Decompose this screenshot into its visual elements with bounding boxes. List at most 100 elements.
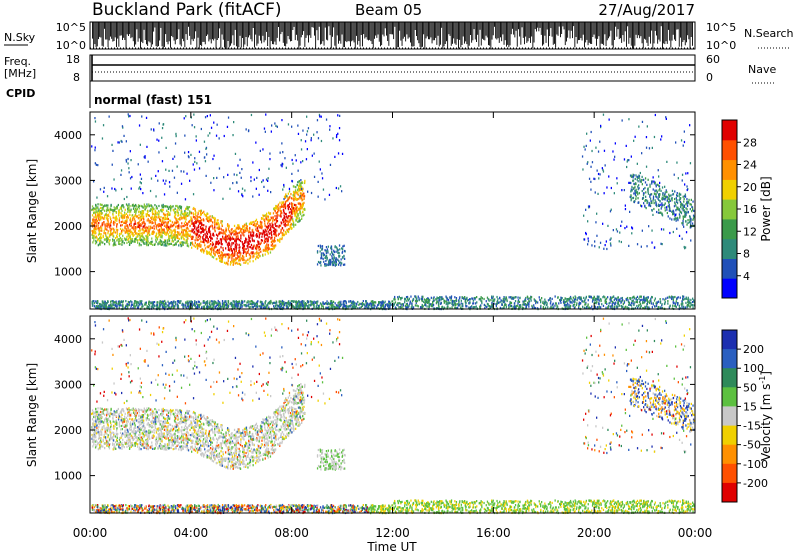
power-cell xyxy=(124,208,126,211)
power-cell xyxy=(671,199,673,202)
power-cell xyxy=(221,300,224,303)
power-cell xyxy=(194,217,196,220)
power-cell xyxy=(243,256,245,259)
power-cell xyxy=(134,214,136,217)
power-cell xyxy=(114,221,116,224)
power-cell xyxy=(197,226,199,229)
power-cell xyxy=(667,205,669,208)
power-cell xyxy=(297,300,300,303)
power-cell xyxy=(240,237,242,240)
power-cell xyxy=(251,247,253,250)
power-cell xyxy=(236,181,238,184)
nsky-bar xyxy=(218,22,219,39)
power-cell xyxy=(161,221,163,224)
power-cell xyxy=(634,135,636,138)
power-cell xyxy=(100,229,102,232)
nsky-bar xyxy=(212,22,213,40)
power-cell xyxy=(681,304,683,307)
power-cell xyxy=(678,194,680,198)
power-cell xyxy=(264,230,266,233)
power-cell xyxy=(135,232,138,235)
power-cell xyxy=(232,300,234,303)
power-cell xyxy=(133,223,135,226)
power-cell xyxy=(583,145,585,148)
power-cell xyxy=(256,227,259,230)
power-cell xyxy=(218,223,220,226)
power-cell xyxy=(576,302,578,305)
power-cell xyxy=(655,183,657,186)
power-cell xyxy=(648,203,650,207)
power-cell xyxy=(272,248,274,251)
power-cell xyxy=(251,221,253,224)
power-cell xyxy=(192,216,195,219)
power-cell xyxy=(327,251,329,254)
power-cell xyxy=(186,224,188,227)
power-cell xyxy=(313,133,315,136)
power-cell xyxy=(162,123,164,126)
power-cell xyxy=(216,226,218,229)
power-cell xyxy=(250,179,252,183)
power-cell xyxy=(661,202,663,205)
power-cell xyxy=(184,151,186,154)
power-cell xyxy=(209,235,211,238)
power-cell xyxy=(144,208,146,211)
power-cell xyxy=(140,235,142,238)
power-cell xyxy=(675,197,677,200)
nsky-bar xyxy=(216,22,218,40)
power-cell xyxy=(98,232,100,235)
power-cell xyxy=(306,130,309,133)
power-cell xyxy=(120,212,122,215)
power-cell xyxy=(623,158,626,161)
nsky-bar xyxy=(297,22,299,41)
nsky-bar xyxy=(640,22,642,37)
power-cell xyxy=(95,163,97,166)
power-cell xyxy=(636,301,639,304)
power-cell xyxy=(140,238,142,241)
power-cell xyxy=(217,234,219,237)
power-cell xyxy=(210,246,213,249)
nsky-bar xyxy=(123,22,125,38)
power-cell xyxy=(182,303,185,306)
power-cell xyxy=(190,216,192,219)
power-cell xyxy=(154,221,156,224)
power-cell xyxy=(246,251,248,254)
power-cell xyxy=(292,185,295,188)
nsky-bar xyxy=(467,22,469,48)
nsky-bar xyxy=(102,22,104,47)
power-cell xyxy=(160,227,162,230)
power-cell xyxy=(188,214,190,217)
power-cell xyxy=(674,215,676,218)
nsky-bar xyxy=(650,22,651,44)
power-cell xyxy=(253,239,255,242)
power-cell xyxy=(203,210,205,213)
power-cell xyxy=(140,204,142,207)
power-cell xyxy=(161,127,164,130)
power-cell xyxy=(232,182,234,185)
power-cell xyxy=(194,245,197,248)
power-cell xyxy=(155,207,157,210)
nsky-bar xyxy=(526,22,528,43)
power-cell xyxy=(134,222,136,225)
nsky-bar xyxy=(407,22,409,39)
power-cell xyxy=(215,233,218,236)
nsky-bar xyxy=(178,22,180,30)
power-cell xyxy=(127,205,129,208)
nsky-bar xyxy=(546,22,548,30)
power-cell xyxy=(651,146,653,149)
power-cell xyxy=(129,236,131,239)
power-cell xyxy=(123,216,125,219)
nsky-bar xyxy=(620,22,621,39)
power-cell xyxy=(300,197,302,200)
power-cell xyxy=(98,228,100,231)
power-cell xyxy=(241,168,243,171)
power-cell xyxy=(97,224,99,227)
nsky-bar xyxy=(104,22,105,29)
power-cell xyxy=(252,228,254,231)
power-cell xyxy=(238,255,240,258)
power-cell xyxy=(651,229,653,232)
power-cell xyxy=(294,192,296,195)
power-cell xyxy=(93,216,95,219)
power-cell xyxy=(93,218,95,221)
power-cell xyxy=(160,239,162,242)
power-cell xyxy=(658,185,661,188)
